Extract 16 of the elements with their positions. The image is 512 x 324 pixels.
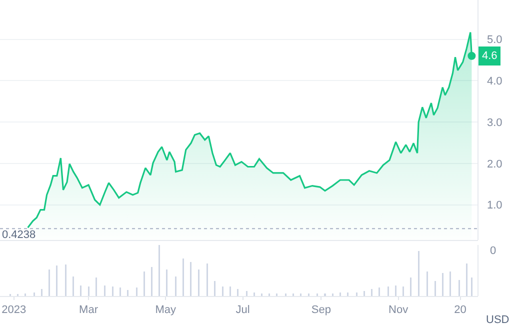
text: 0: [490, 245, 496, 257]
x-tick-label: Nov: [388, 304, 409, 316]
x-tick-label: 20: [454, 304, 466, 316]
y-tick-label: 4.0: [487, 76, 502, 88]
y-tick-label: 3.0: [487, 116, 502, 129]
text: USD: [486, 314, 510, 324]
y-tick-label: 5.0: [487, 34, 502, 46]
y-tick-label: 1.0: [487, 200, 502, 212]
x-tick-label: Sep: [311, 304, 331, 316]
x-tick-label: Jul: [236, 304, 250, 316]
x-tick-label: Mar: [79, 304, 98, 316]
x-tick-label: May: [155, 304, 177, 316]
y-tick-label: 2.0: [487, 158, 502, 170]
annotation: 4.6: [482, 50, 498, 62]
x-tick-label: 2023: [2, 304, 26, 316]
ref-line-label: 0.4238: [2, 229, 36, 241]
